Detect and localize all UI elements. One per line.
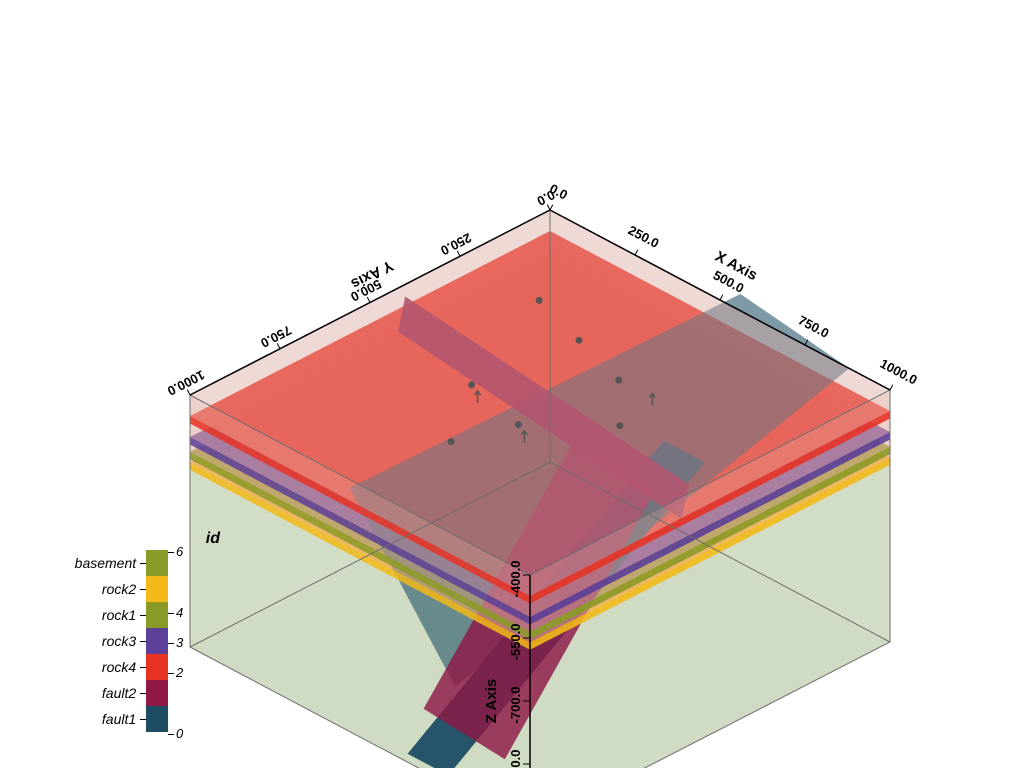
legend-swatch-rock3 [146, 628, 168, 654]
legend-id-tick-0: 0 [176, 726, 183, 741]
geological-3d-plot: 0.0250.0500.0750.01000.0X Axis0.0250.050… [130, 100, 930, 740]
surface-marker-2 [615, 377, 622, 384]
surface-marker-4 [515, 421, 522, 428]
surface-marker-3 [468, 381, 475, 388]
z-tick-label-3: -550.0 [508, 624, 523, 661]
legend-id-tick-2: 2 [176, 665, 183, 680]
legend-item-label: fault1 [60, 711, 140, 727]
legend-item-rock1: rock1 [60, 602, 146, 628]
legend-item-rock2: rock2 [60, 576, 146, 602]
legend-item-rock4: rock4 [60, 654, 146, 680]
legend-id-tick-4: 4 [176, 605, 183, 620]
legend-title: id [60, 530, 230, 548]
legend-item-fault1: fault1 [60, 706, 146, 732]
x-tick-4 [890, 385, 893, 390]
x-tick-1 [635, 250, 638, 255]
legend-swatch-rock4 [146, 654, 168, 680]
z-tick-label-1: -850.0 [508, 750, 523, 768]
surface-marker-5 [616, 422, 623, 429]
legend-item-label: rock3 [60, 633, 140, 649]
z-tick-label-2: -700.0 [508, 687, 523, 724]
legend-swatch-rock1 [146, 602, 168, 628]
surface-marker-1 [576, 337, 583, 344]
legend-item-basement: basement [60, 550, 146, 576]
legend-swatch-basement [146, 550, 168, 576]
legend-swatch-rock2 [146, 576, 168, 602]
x-tick-0 [550, 205, 553, 210]
legend-item-label: rock2 [60, 581, 140, 597]
x-tick-2 [720, 295, 723, 300]
legend-id-tick-6: 6 [176, 544, 183, 559]
x-tick-label-1: 250.0 [626, 222, 662, 250]
legend-item-rock3: rock3 [60, 628, 146, 654]
legend-swatch-fault1 [146, 706, 168, 732]
surface-marker-0 [536, 297, 543, 304]
legend-item-label: basement [60, 555, 140, 571]
x-tick-label-4: 1000.0 [878, 356, 920, 388]
surface-marker-6 [448, 438, 455, 445]
legend-swatch-fault2 [146, 680, 168, 706]
legend: id basement rock2 rock1 rock3 rock4 fault2 fau… [60, 530, 230, 732]
z-tick-label-4: -400.0 [508, 561, 523, 598]
legend-id-tick-3: 3 [176, 635, 183, 650]
legend-item-label: rock1 [60, 607, 140, 623]
legend-item-fault2: fault2 [60, 680, 146, 706]
legend-item-label: rock4 [60, 659, 140, 675]
z-axis-label: Z Axis [483, 679, 500, 723]
legend-item-label: fault2 [60, 685, 140, 701]
